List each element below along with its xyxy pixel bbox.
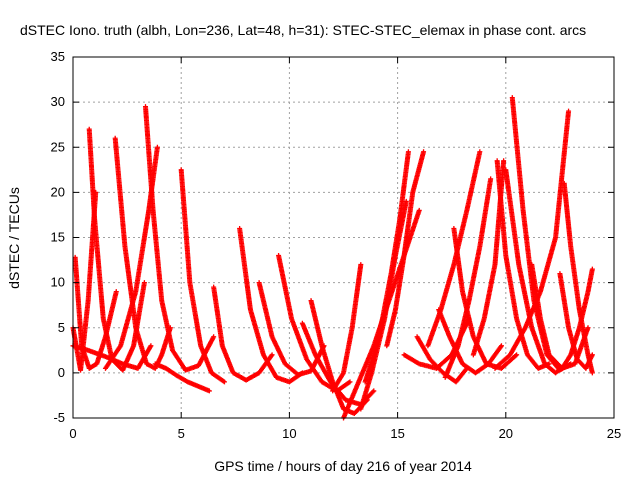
- x-tick-label: 5: [178, 426, 185, 441]
- series-arc-26: [451, 225, 520, 371]
- series-arc-8: [178, 167, 227, 385]
- y-tick-label: 10: [51, 275, 65, 290]
- data-point: [589, 266, 595, 272]
- y-tick-label: 15: [51, 230, 65, 245]
- y-tick-label: 5: [58, 320, 65, 335]
- data-point: [141, 280, 147, 286]
- x-tick-label: 0: [69, 426, 76, 441]
- data-point: [206, 388, 212, 394]
- y-tick-label: 20: [51, 184, 65, 199]
- series-arc-11: [237, 225, 305, 385]
- y-tick-label: 30: [51, 94, 65, 109]
- x-tick-label: 25: [607, 426, 621, 441]
- series-arc-23: [425, 149, 483, 349]
- data-point: [589, 370, 595, 376]
- data-marks: [70, 95, 595, 421]
- data-point: [148, 343, 154, 349]
- y-tick-label: 35: [51, 49, 65, 64]
- series-arc-35: [559, 266, 595, 371]
- y-tick-label: -5: [53, 410, 65, 425]
- data-point: [371, 388, 377, 394]
- data-point: [358, 262, 364, 268]
- series-arc-24: [442, 176, 494, 380]
- series-arc-6: [142, 104, 217, 373]
- data-point: [93, 189, 99, 195]
- data-point: [513, 353, 519, 359]
- series-arc-19: [362, 149, 411, 385]
- data-point: [589, 352, 595, 358]
- axis-ticks: 0 5 10 15 20 25 -5 0 5 10 15 20 25 30 35: [51, 49, 622, 441]
- data-point: [477, 149, 483, 155]
- data-point: [405, 149, 411, 155]
- series-arc-31: [492, 108, 572, 371]
- x-axis-label: GPS time / hours of day 216 of year 2014: [214, 458, 472, 474]
- series-arc-2: [72, 254, 119, 371]
- y-axis-label: dSTEC / TECUs: [6, 187, 22, 289]
- series-arc-9: [152, 361, 212, 394]
- data-point: [501, 158, 507, 164]
- x-tick-label: 15: [390, 426, 404, 441]
- series-arc-20: [384, 149, 427, 349]
- data-point: [585, 325, 591, 331]
- series-arc-17: [330, 262, 364, 394]
- series-arc-28: [494, 158, 552, 371]
- x-tick-label: 20: [499, 426, 513, 441]
- data-point: [421, 149, 427, 155]
- data-point: [566, 108, 572, 114]
- y-tick-label: 0: [58, 365, 65, 380]
- data-point: [514, 352, 520, 358]
- series-arc-12: [256, 280, 327, 378]
- data-point: [113, 289, 119, 295]
- data-point: [211, 334, 217, 340]
- data-point: [154, 144, 160, 150]
- data-point: [370, 389, 376, 395]
- data-point: [269, 352, 275, 358]
- y-tick-label: 25: [51, 139, 65, 154]
- data-point: [347, 379, 353, 385]
- data-point: [416, 207, 422, 213]
- x-tick-label: 10: [282, 426, 296, 441]
- data-point: [221, 379, 227, 385]
- data-point: [403, 198, 409, 204]
- series-arc-7: [102, 144, 160, 371]
- chart-title: dSTEC Iono. truth (albh, Lon=236, Lat=48…: [20, 22, 586, 38]
- data-point: [498, 343, 504, 349]
- data-point: [488, 176, 494, 182]
- series-arc-27: [470, 158, 507, 358]
